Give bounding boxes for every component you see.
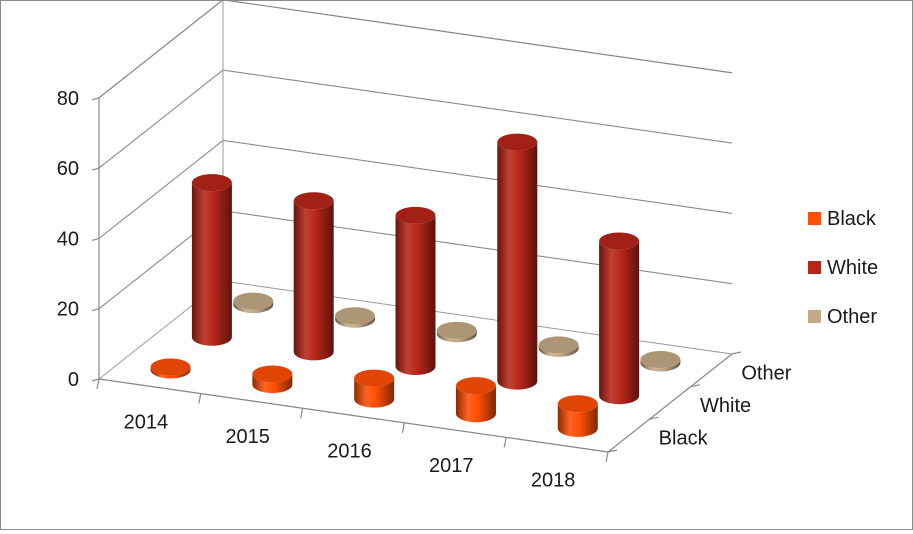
cylinder-top — [233, 292, 274, 310]
y-tick-mark — [91, 308, 100, 312]
cylinder-body — [335, 315, 376, 328]
x-tick-label: 2017 — [429, 455, 474, 477]
x-tick-mark — [96, 378, 100, 390]
cylinder-bar — [293, 192, 334, 361]
cylinder-body — [191, 182, 232, 346]
cylinder-body — [252, 374, 293, 394]
cylinder-bar — [252, 365, 293, 394]
x-tick-label: 2016 — [327, 441, 372, 463]
cylinder-top — [252, 365, 293, 383]
cylinder-bars — [150, 133, 681, 437]
cylinder-bar — [557, 395, 598, 437]
cylinder-top — [538, 336, 579, 354]
y-tick-mark — [91, 167, 100, 171]
depth-tick-label: Black — [659, 428, 709, 450]
cylinder-body — [455, 385, 496, 423]
legend-label: Other — [827, 306, 877, 328]
cylinder-bar — [335, 307, 376, 328]
depth-axis-ticks: Black White Other — [607, 351, 792, 453]
cylinder-bar — [497, 133, 538, 390]
y-tick-mark — [91, 97, 100, 101]
x-tick-label: 2015 — [225, 426, 270, 448]
cylinder-body — [640, 359, 681, 372]
legend: Black White Other — [808, 208, 878, 328]
cylinder-top — [640, 351, 681, 369]
x-tick-label: 2014 — [124, 411, 169, 433]
cylinder-body — [599, 241, 640, 405]
x-tick-mark — [198, 393, 202, 404]
x-tick-label: 2018 — [531, 470, 576, 492]
y-tick-label: 0 — [68, 369, 79, 391]
depth-tick-mark — [649, 416, 659, 420]
depth-tick-mark — [607, 449, 618, 453]
x-tick-mark — [605, 451, 609, 463]
depth-tick-mark — [690, 384, 700, 388]
x-tick-mark — [300, 408, 304, 419]
depth-axis-line — [607, 353, 733, 453]
cylinder-top — [557, 395, 598, 413]
x-axis-ticks: 2014 2015 2016 2017 2018 — [96, 378, 609, 492]
cylinder-body — [497, 142, 538, 390]
depth-tick-label: White — [700, 395, 751, 417]
cylinder-top — [455, 377, 496, 395]
cylinder-top — [395, 206, 436, 224]
cylinder-body — [233, 301, 274, 314]
cylinder-bar — [150, 358, 191, 379]
cylinder-top — [335, 307, 376, 325]
cylinder-bar — [436, 321, 477, 343]
gridline — [98, 69, 733, 169]
cylinder-body — [354, 378, 395, 408]
cylinder-body — [538, 344, 579, 357]
cylinder-bar — [640, 351, 681, 372]
y-tick-label: 80 — [57, 88, 79, 110]
cylinder-top — [191, 174, 232, 192]
cylinder-top — [599, 232, 640, 250]
cylinder-top — [354, 369, 395, 387]
y-tick-mark — [91, 237, 100, 241]
y-tick-mark — [91, 378, 100, 382]
cylinder-bar — [354, 369, 395, 408]
cylinder-top — [150, 358, 191, 376]
y-axis-ticks: 0 20 40 60 80 — [57, 88, 100, 391]
cylinder-body — [395, 215, 436, 375]
legend-swatch — [808, 212, 821, 225]
x-tick-mark — [401, 422, 405, 433]
depth-tick-label: Other — [741, 362, 791, 384]
gridline — [98, 0, 733, 99]
cylinder-body — [557, 403, 598, 437]
legend-swatch — [808, 310, 821, 323]
cylinder-body — [293, 200, 334, 361]
cylinder-top — [497, 133, 538, 151]
cylinder-bar — [455, 377, 496, 423]
legend-label: White — [827, 257, 878, 279]
cylinder-top — [293, 192, 334, 210]
cylinder-bar — [233, 292, 274, 314]
cylinder-body — [436, 330, 477, 343]
y-tick-label: 40 — [57, 228, 79, 250]
cylinder-body — [150, 366, 191, 379]
depth-tick-mark — [731, 351, 742, 355]
wall-top-edge — [98, 0, 733, 99]
x-tick-mark — [503, 437, 507, 448]
y-tick-label: 20 — [57, 299, 79, 321]
cylinder-bar — [538, 336, 579, 357]
cylinder-top — [436, 321, 477, 339]
y-tick-label: 60 — [57, 158, 79, 180]
legend-swatch — [808, 261, 821, 274]
cylinder-bar — [191, 174, 232, 346]
cylinder-bar — [395, 206, 436, 375]
x-axis-line — [98, 378, 609, 453]
legend-label: Black — [827, 208, 877, 230]
cylinder-bar — [599, 232, 640, 405]
